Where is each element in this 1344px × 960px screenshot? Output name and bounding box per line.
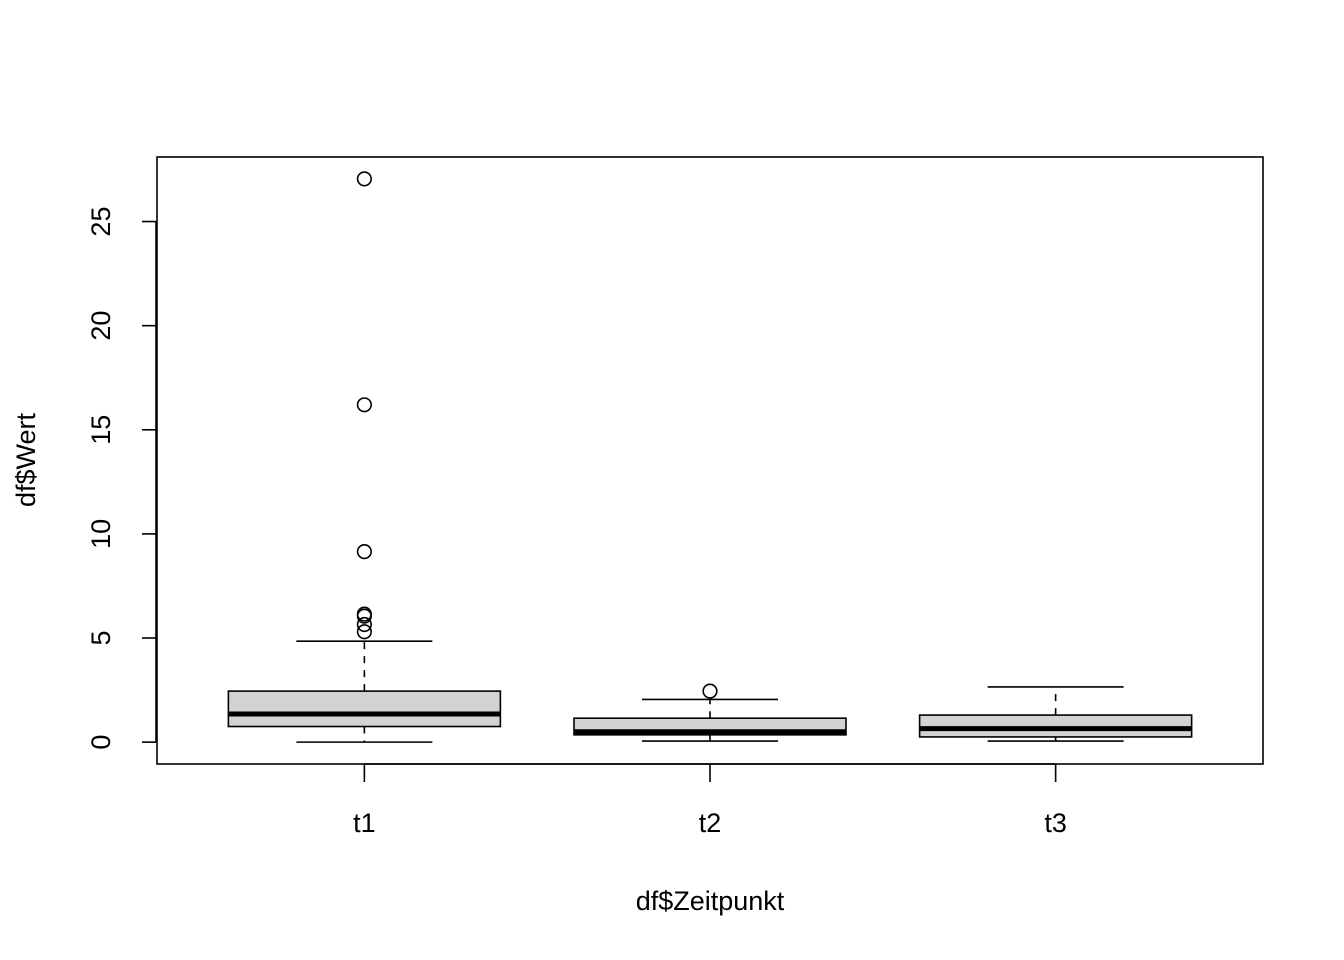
box: [918, 714, 1193, 738]
y-tick-label: 25: [86, 207, 116, 237]
x-tick-label: t1: [353, 808, 376, 838]
outlier-point: [702, 683, 718, 699]
y-axis-title: df$Wert: [11, 412, 41, 507]
y-tick-label: 20: [86, 311, 116, 341]
outlier-point: [356, 608, 372, 624]
outlier-point: [356, 171, 372, 187]
x-tick-label: t3: [1044, 808, 1067, 838]
box: [227, 690, 502, 728]
y-axis: 0 5 10 15 20 25: [86, 207, 157, 750]
box-group-t2: [573, 683, 847, 742]
plot-frame: [156, 156, 1264, 765]
plot-layer: [227, 171, 1193, 743]
y-tick-label: 10: [86, 519, 116, 549]
box-group-t3: [918, 686, 1193, 742]
outlier-point: [356, 544, 372, 560]
outlier-point: [356, 616, 372, 633]
x-axis-title: df$Zeitpunkt: [636, 886, 785, 916]
y-tick-label: 15: [86, 415, 116, 445]
x-axis: t1 t2 t3: [353, 763, 1067, 838]
y-tick-label: 0: [86, 735, 116, 750]
x-tick-label: t2: [699, 808, 722, 838]
y-tick-label: 5: [86, 631, 116, 646]
box-group-t1: [227, 171, 502, 743]
outlier-point: [356, 397, 372, 413]
outlier-point: [356, 624, 372, 640]
